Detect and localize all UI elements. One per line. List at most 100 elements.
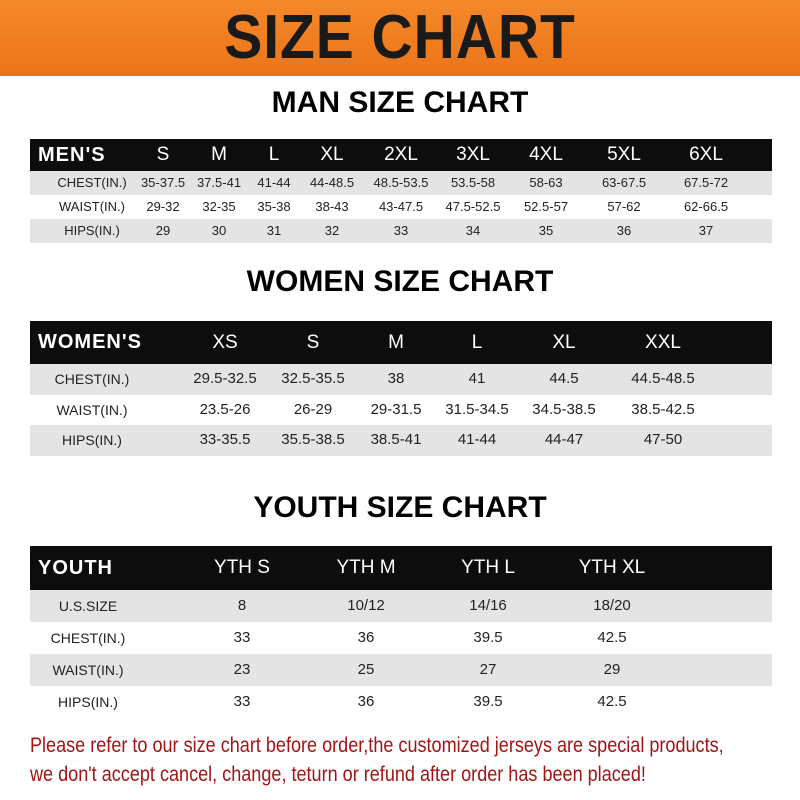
row-label: HIPS(IN.) [62, 432, 122, 448]
measurement-cell: 38-43 [315, 199, 349, 214]
row-label: HIPS(IN.) [58, 694, 118, 710]
measurement-cell: 10/12 [347, 597, 385, 614]
table-header-row: YOUTH YTH S YTH M YTH L YTH XL [30, 546, 772, 590]
measurement-cell: 31 [266, 223, 282, 238]
measurement-cell: 29-31.5 [370, 400, 422, 418]
measurement-cell: 41-44 [457, 431, 497, 448]
row-label: CHEST(IN.) [54, 371, 130, 387]
measurement-cell: 57-62 [607, 199, 641, 214]
table-row: WAIST(IN.) 29-32 32-35 35-38 38-43 43-47.5 47.… [30, 195, 772, 219]
measurement-cell: 47-50 [643, 431, 683, 448]
measurement-cell: 42.5 [597, 629, 627, 646]
table-row: WAIST(IN.) 23.5-26 26-29 29-31.5 31.5-34.5 34… [30, 394, 772, 425]
measurement-cell: 36 [616, 223, 632, 238]
measurement-cell: 30 [211, 223, 227, 238]
size-header: S [156, 144, 170, 165]
table-title-cell: MEN'S [38, 144, 106, 166]
measurement-cell: 33 [233, 629, 251, 646]
measurement-cell: 38 [387, 370, 405, 387]
measurement-cell: 14/16 [469, 597, 507, 614]
women-size-table: WOMEN'S XS S M L XL XXL CHEST(IN.) 29.5-32.5 32.5… [30, 321, 772, 456]
measurement-cell: 27 [479, 661, 497, 678]
measurement-cell: 36 [357, 629, 375, 646]
size-header: 2XL [384, 144, 418, 165]
measurement-cell: 41 [468, 370, 486, 387]
measurement-cell: 38.5-42.5 [631, 400, 695, 418]
measurement-cell: 63-67.5 [601, 175, 647, 190]
notice-line-2: we don't accept cancel, change, teturn o… [30, 763, 646, 786]
measurement-cell: 8 [237, 597, 247, 614]
measurement-cell: 29 [155, 223, 171, 238]
size-header: 5XL [607, 144, 641, 165]
size-header: L [471, 332, 483, 353]
size-header: 6XL [689, 144, 723, 165]
measurement-cell: 32.5-35.5 [281, 370, 345, 387]
row-label: CHEST(IN.) [50, 630, 126, 646]
table-row: HIPS(IN.) 33 36 39.5 42.5 [30, 686, 772, 718]
measurement-cell: 25 [357, 661, 375, 678]
row-label: CHEST(IN.) [57, 175, 127, 190]
notice-line-1: Please refer to our size chart before or… [30, 734, 724, 757]
measurement-cell: 42.5 [597, 693, 627, 710]
table-row: CHEST(IN.) 29.5-32.5 32.5-35.5 38 41 44.5 44.5… [30, 364, 772, 395]
measurement-cell: 29.5-32.5 [193, 370, 257, 387]
measurement-cell: 62-66.5 [683, 199, 729, 214]
size-header: YTH L [461, 557, 515, 578]
measurement-cell: 18/20 [593, 597, 631, 614]
measurement-cell: 38.5-41 [370, 431, 422, 448]
measurement-cell: 34 [465, 223, 481, 238]
men-section-title: MAN SIZE CHART [271, 86, 529, 119]
measurement-cell: 44.5-48.5 [631, 370, 695, 387]
measurement-cell: 39.5 [473, 629, 503, 646]
measurement-cell: 39.5 [473, 693, 503, 710]
size-header: M [211, 144, 227, 165]
size-header: XL [320, 144, 344, 165]
row-label: WAIST(IN.) [56, 401, 128, 418]
measurement-cell: 58-63 [529, 175, 563, 190]
size-header: XS [212, 332, 238, 353]
youth-size-table: YOUTH YTH S YTH M YTH L YTH XL U.S.SIZE 8 10/12… [30, 546, 772, 718]
size-header: 3XL [456, 144, 490, 165]
table-title-cell: YOUTH [38, 557, 113, 579]
measurement-cell: 32 [324, 223, 340, 238]
row-label: WAIST(IN.) [59, 199, 125, 214]
size-header: YTH S [214, 557, 270, 578]
measurement-cell: 31.5-34.5 [445, 400, 509, 418]
measurement-cell: 48.5-53.5 [373, 175, 429, 190]
measurement-cell: 35 [538, 223, 554, 238]
measurement-cell: 52.5-57 [523, 199, 569, 214]
size-header: YTH M [336, 557, 396, 578]
table-title-cell: WOMEN'S [38, 331, 142, 353]
measurement-cell: 44-48.5 [309, 175, 355, 190]
measurement-cell: 29-32 [146, 199, 180, 214]
youth-section-title: YOUTH SIZE CHART [253, 491, 547, 524]
measurement-cell: 23 [233, 661, 251, 678]
measurement-cell: 43-47.5 [378, 199, 424, 214]
table-row: U.S.SIZE 8 10/12 14/16 18/20 [30, 590, 772, 622]
measurement-cell: 37 [698, 223, 714, 238]
measurement-cell: 44.5 [549, 370, 579, 387]
measurement-cell: 35-37.5 [140, 175, 186, 190]
measurement-cell: 33 [233, 693, 251, 710]
table-header-row: MEN'S S M L XL 2XL 3XL 4XL 5XL 6XL [30, 139, 772, 171]
size-header: S [306, 332, 320, 353]
table-row: CHEST(IN.) 33 36 39.5 42.5 [30, 622, 772, 654]
measurement-cell: 41-44 [257, 175, 291, 190]
measurement-cell: 44-47 [544, 431, 584, 448]
measurement-cell: 33 [393, 223, 409, 238]
measurement-cell: 67.5-72 [683, 175, 729, 190]
table-row: WAIST(IN.) 23 25 27 29 [30, 654, 772, 686]
measurement-cell: 36 [357, 693, 375, 710]
row-label: U.S.SIZE [58, 598, 118, 614]
size-header: XXL [645, 332, 681, 353]
women-section-title: WOMEN SIZE CHART [246, 265, 554, 298]
title-banner: SIZE CHART [0, 0, 800, 76]
measurement-cell: 35.5-38.5 [281, 431, 345, 448]
size-header: M [388, 332, 404, 353]
row-label: WAIST(IN.) [52, 662, 124, 678]
measurement-cell: 32-35 [202, 199, 236, 214]
table-row: HIPS(IN.) 33-35.5 35.5-38.5 38.5-41 41-44 44-… [30, 425, 772, 456]
measurement-cell: 26-29 [293, 400, 333, 418]
measurement-cell: 29 [603, 661, 621, 678]
men-size-table: MEN'S S M L XL 2XL 3XL 4XL 5XL 6XL CHEST(IN.) 35-37… [30, 139, 772, 243]
